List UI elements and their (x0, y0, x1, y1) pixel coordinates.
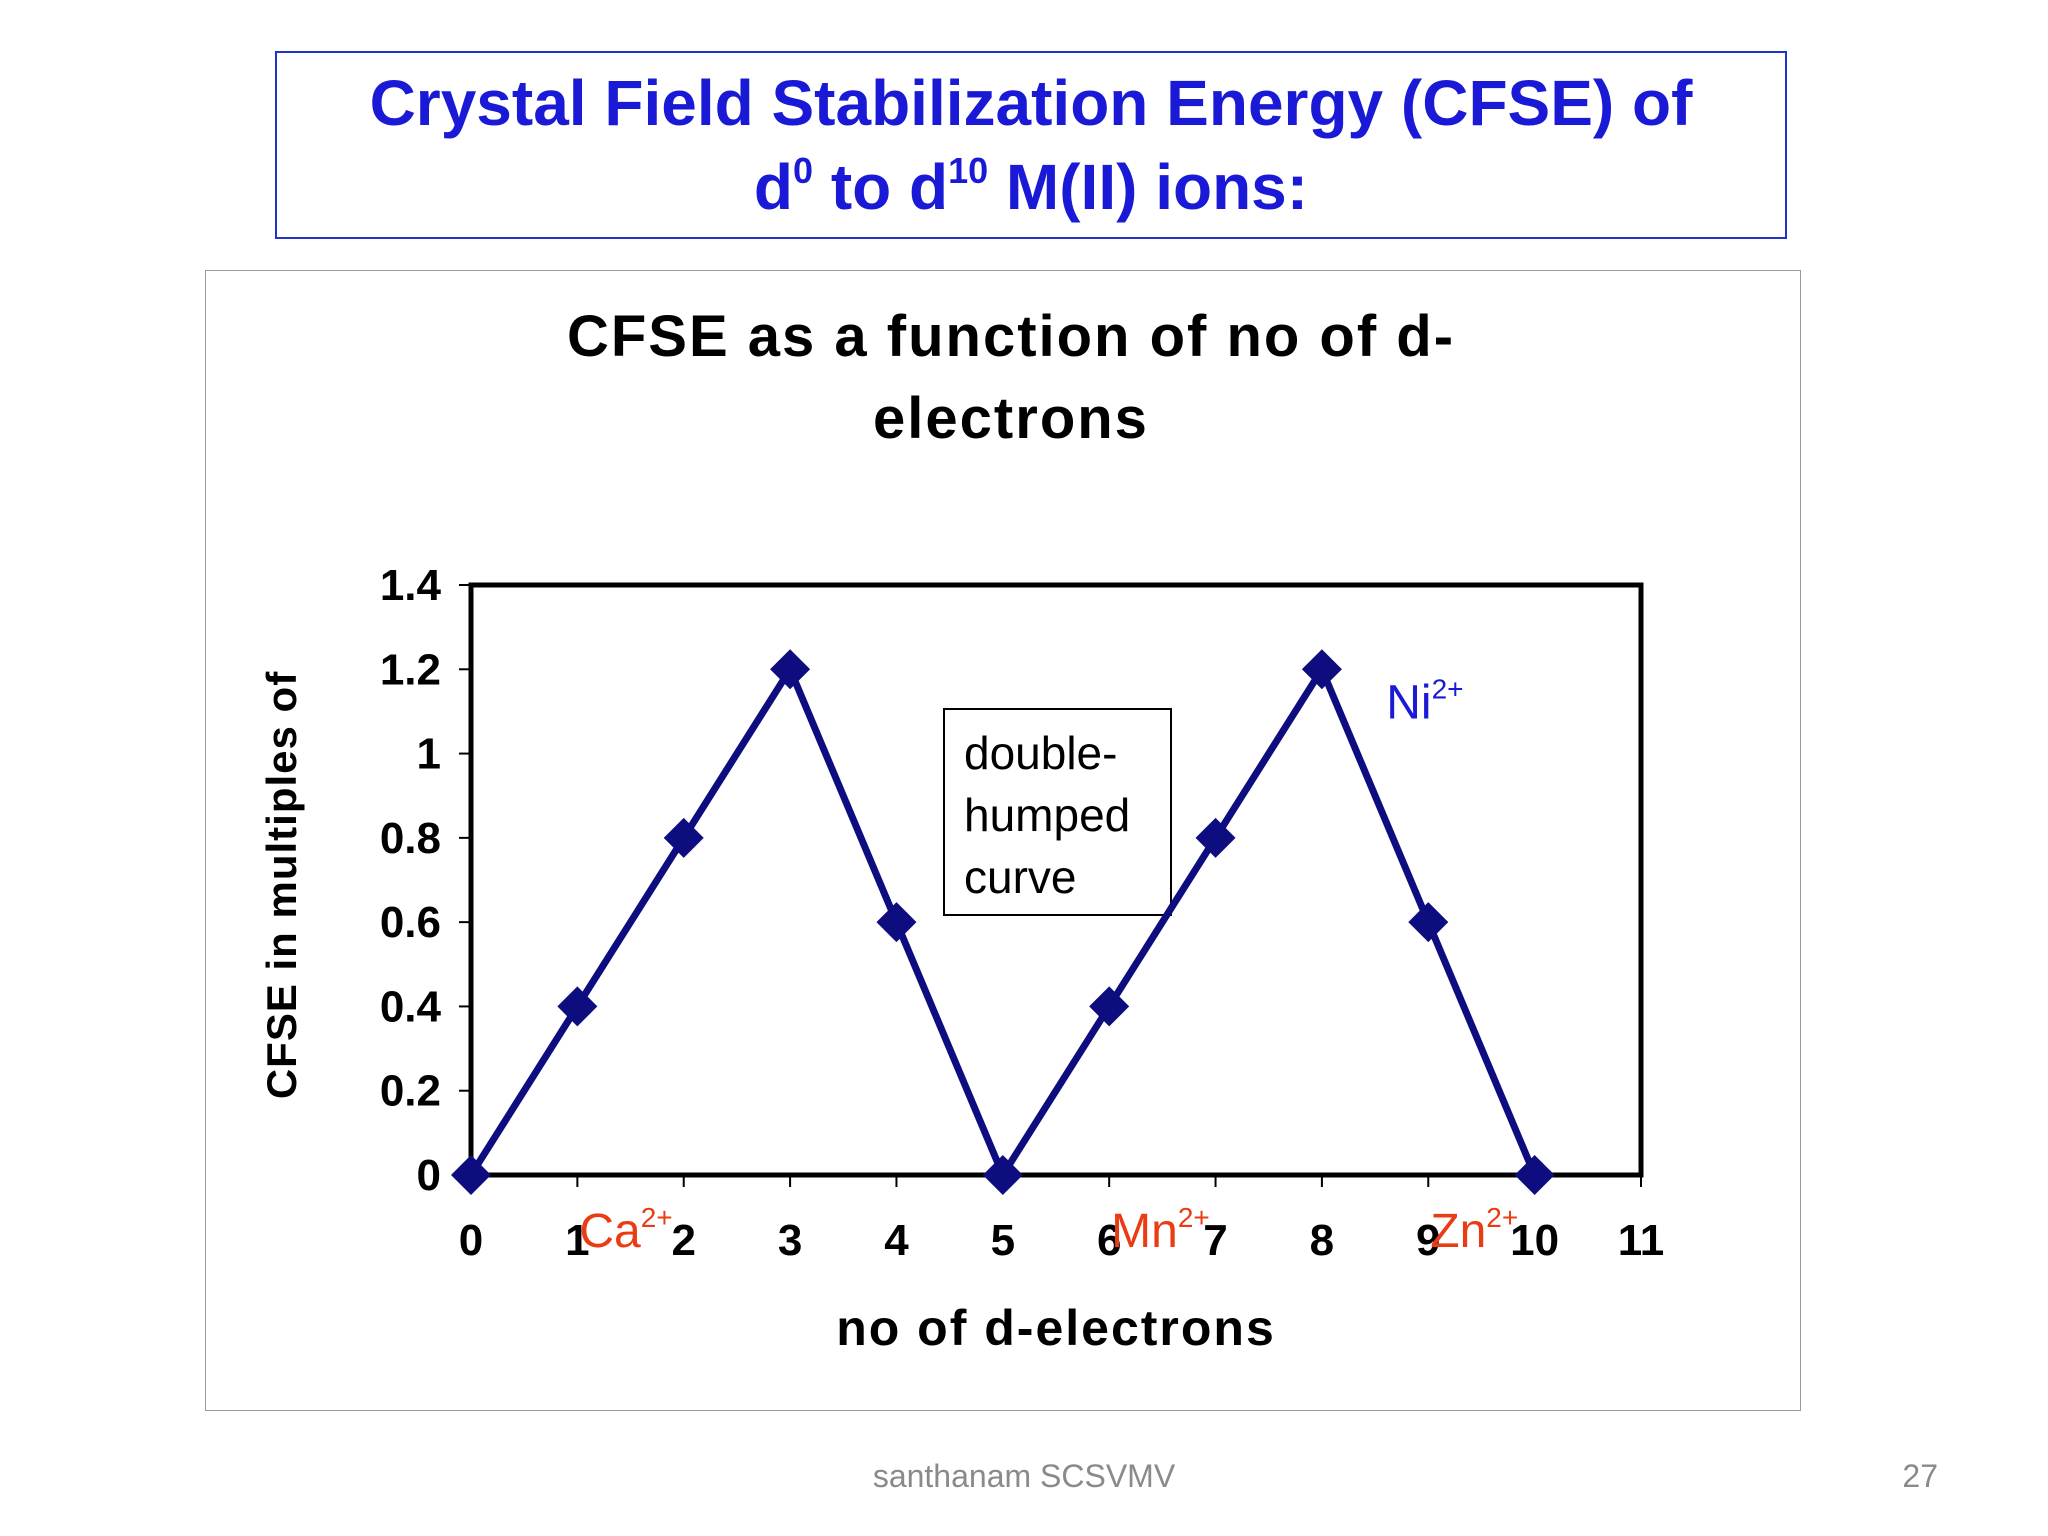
ion-charge: 2+ (1178, 1202, 1210, 1233)
x-tick-label: 3 (778, 1216, 802, 1265)
data-point-marker (770, 649, 811, 690)
chart-title-line2: electrons (873, 386, 1149, 451)
ion-symbol: Ca (579, 1205, 641, 1258)
data-point-marker (557, 986, 598, 1027)
ion-symbol: Zn (1430, 1205, 1486, 1258)
y-axis-label: CFSE in multiples of (258, 671, 305, 1099)
ion-symbol: Ni (1386, 676, 1431, 729)
ion-charge: 2+ (1432, 673, 1464, 704)
data-point-marker (663, 817, 704, 858)
annotation-text-line: double- (964, 727, 1117, 779)
slide-title-line1: Crystal Field Stabilization Energy (CFSE… (369, 67, 1693, 139)
title-d: d (753, 151, 793, 223)
ion-charge: 2+ (641, 1202, 673, 1233)
data-point-marker (1408, 902, 1449, 943)
chart-frame: CFSE as a function of no of d-electrons 0… (205, 270, 1801, 1411)
x-axis-label: no of d-electrons (836, 1300, 1276, 1356)
y-tick-label: 0.8 (380, 814, 441, 863)
ion-charge: 2+ (1486, 1202, 1518, 1233)
x-tick-label: 9 (1416, 1216, 1440, 1265)
title-to: to d (813, 151, 949, 223)
ion-label-mn: Mn2+ (1111, 1202, 1210, 1258)
data-point-marker (876, 902, 917, 943)
data-point-marker (1301, 649, 1342, 690)
data-point-marker (1089, 986, 1130, 1027)
x-tick-label: 4 (884, 1216, 909, 1265)
x-tick-label: 6 (1097, 1216, 1121, 1265)
x-tick-label: 2 (671, 1216, 695, 1265)
y-tick-label: 0.6 (380, 898, 441, 947)
slide-title: Crystal Field Stabilization Energy (CFSE… (275, 51, 1787, 239)
annotation-box (943, 708, 1172, 916)
y-tick-label: 0.4 (380, 982, 442, 1031)
y-tick-label: 1.4 (380, 561, 442, 610)
ion-label-ca: Ca2+ (579, 1202, 672, 1258)
title-sup-10: 10 (948, 150, 989, 191)
y-tick-label: 0.2 (380, 1067, 441, 1116)
ion-label-ni: Ni2+ (1386, 673, 1463, 729)
title-sup-0: 0 (793, 150, 814, 191)
annotation-text-line: humped (964, 789, 1130, 841)
data-point-marker (1514, 1155, 1555, 1195)
x-tick-label: 0 (459, 1216, 483, 1265)
chart-title-line1: CFSE as a function of no of d- (567, 304, 1455, 369)
x-tick-label: 10 (1510, 1216, 1559, 1265)
x-tick-label: 8 (1310, 1216, 1334, 1265)
annotation-text-line: curve (964, 851, 1076, 903)
title-rest: M(II) ions: (988, 151, 1309, 223)
footer-author: santhanam SCSVMV (872, 1458, 1176, 1494)
data-point-marker (1195, 817, 1236, 858)
slide-title-line2: d0 to d10 M(II) ions: (754, 145, 1308, 229)
cfse-chart: CFSE as a function of no of d-electrons 0… (258, 304, 1665, 1356)
page-number: 27 (1902, 1458, 1938, 1494)
data-point-marker (982, 1155, 1023, 1195)
x-tick-label: 11 (1618, 1216, 1665, 1265)
x-tick-label: 7 (1203, 1216, 1227, 1265)
y-tick-label: 0 (417, 1151, 441, 1200)
y-tick-label: 1 (417, 730, 441, 779)
y-tick-label: 1.2 (380, 645, 441, 694)
ion-label-zn: Zn2+ (1430, 1202, 1518, 1258)
plot-area-border (468, 582, 1644, 1178)
x-tick-label: 5 (991, 1216, 1015, 1265)
ion-symbol: Mn (1111, 1205, 1178, 1258)
x-tick-label: 1 (565, 1216, 589, 1265)
data-point-marker (451, 1155, 491, 1195)
